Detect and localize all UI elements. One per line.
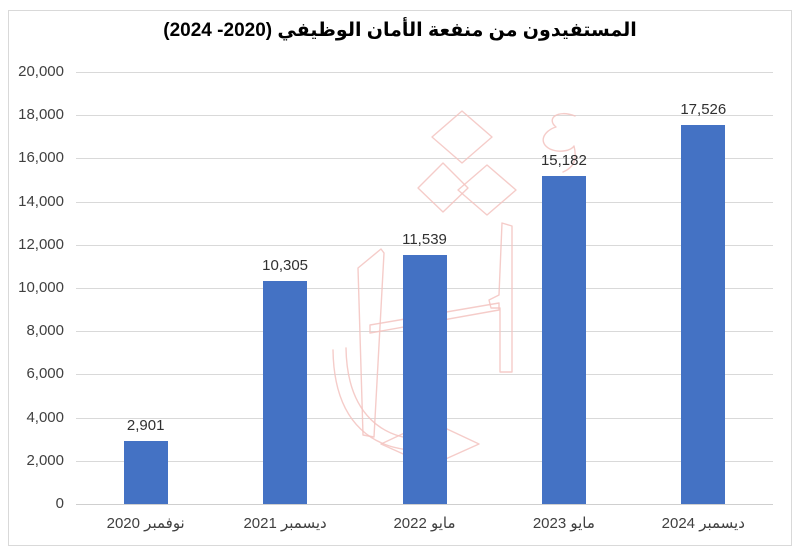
bar-3 — [402, 255, 447, 504]
x-axis-category-label: نوفمبر 2020 — [106, 515, 185, 532]
bar-4 — [541, 176, 586, 504]
bar-value-label: 17,526 — [680, 101, 727, 118]
y-axis-tick-label: 6,000 — [26, 365, 64, 383]
y-axis-tick-label: 20,000 — [18, 63, 64, 80]
bar-1 — [123, 441, 168, 504]
y-axis-tick-label: 10,000 — [18, 279, 64, 296]
bar-value-label: 11,539 — [402, 231, 447, 248]
gridline — [76, 72, 773, 73]
bar-5 — [681, 125, 726, 504]
gridline — [76, 115, 773, 117]
gridline — [76, 158, 773, 160]
gridline — [76, 244, 773, 246]
x-axis-category-label: مايو 2023 — [532, 515, 595, 532]
y-axis-tick-label: 8,000 — [26, 322, 64, 340]
y-axis-tick-label: 0 — [55, 495, 64, 512]
y-axis-tick-label: 12,000 — [18, 235, 64, 253]
chart-title: المستفيدون من منفعة الأمان الوظيفي (2020… — [163, 20, 637, 41]
y-axis-tick-label: 4,000 — [26, 408, 64, 426]
x-axis-line — [76, 504, 773, 505]
bar-value-label: 15,182 — [540, 152, 587, 169]
chart-border — [8, 10, 792, 546]
gridline — [76, 201, 773, 203]
bar-value-label: 2,901 — [126, 417, 165, 434]
y-axis-tick-label: 16,000 — [18, 149, 64, 167]
y-axis-tick-label: 2,000 — [26, 451, 64, 469]
x-axis-category-label: ديسمبر 2024 — [661, 515, 745, 532]
bar-2 — [263, 281, 308, 504]
x-axis-category-label: ديسمبر 2021 — [243, 515, 327, 532]
y-axis-tick-label: 14,000 — [18, 192, 64, 210]
x-axis-category-label: مايو 2022 — [393, 515, 456, 532]
y-axis-tick-label: 18,000 — [18, 106, 64, 124]
bar-value-label: 10,305 — [262, 257, 309, 274]
